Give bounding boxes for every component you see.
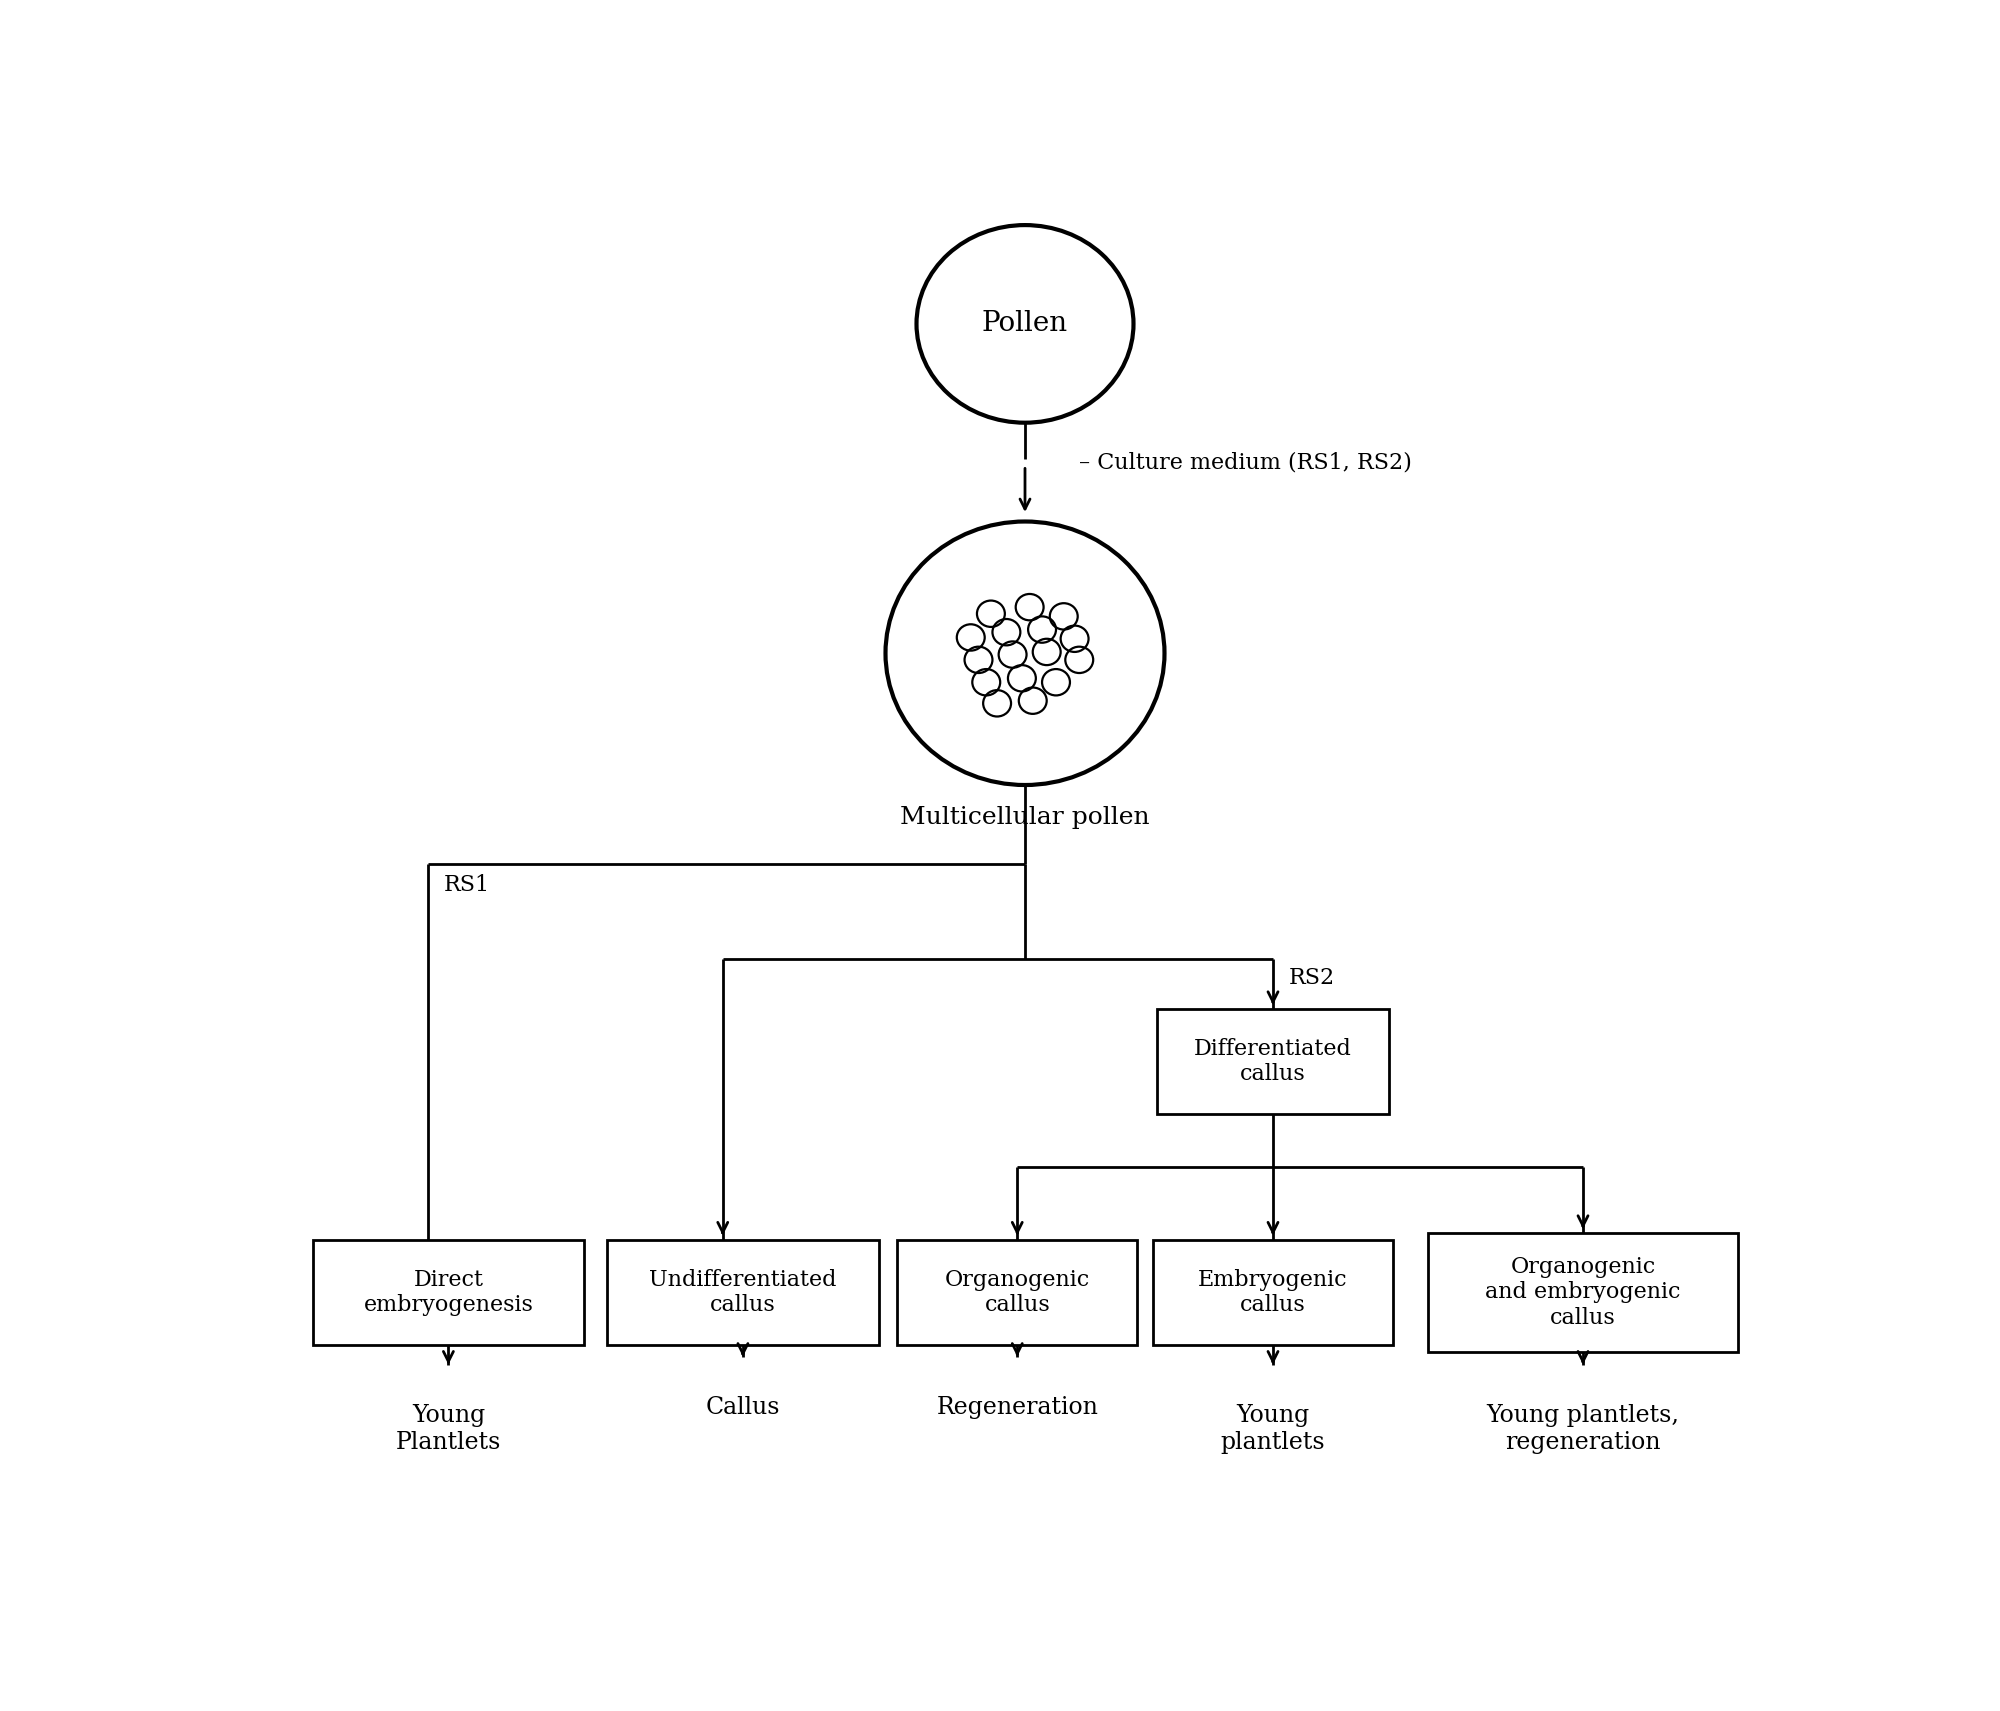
Text: Regeneration: Regeneration xyxy=(936,1396,1098,1420)
Text: RS1: RS1 xyxy=(444,874,490,895)
Text: Callus: Callus xyxy=(706,1396,780,1420)
Text: – Culture medium (RS1, RS2): – Culture medium (RS1, RS2) xyxy=(1080,452,1412,474)
Text: Pollen: Pollen xyxy=(982,310,1068,337)
Text: RS2: RS2 xyxy=(1288,967,1334,989)
Text: Direct
embryogenesis: Direct embryogenesis xyxy=(364,1268,534,1316)
Text: Young
Plantlets: Young Plantlets xyxy=(396,1405,502,1454)
Text: Young plantlets,
regeneration: Young plantlets, regeneration xyxy=(1486,1405,1680,1454)
Text: Embryogenic
callus: Embryogenic callus xyxy=(1198,1268,1348,1316)
Text: Young
plantlets: Young plantlets xyxy=(1220,1405,1326,1454)
Text: Organogenic
and embryogenic
callus: Organogenic and embryogenic callus xyxy=(1486,1256,1680,1329)
Text: Undifferentiated
callus: Undifferentiated callus xyxy=(650,1268,836,1316)
Text: Organogenic
callus: Organogenic callus xyxy=(944,1268,1090,1316)
Text: Differentiated
callus: Differentiated callus xyxy=(1194,1039,1352,1085)
Text: Multicellular pollen: Multicellular pollen xyxy=(900,806,1150,830)
